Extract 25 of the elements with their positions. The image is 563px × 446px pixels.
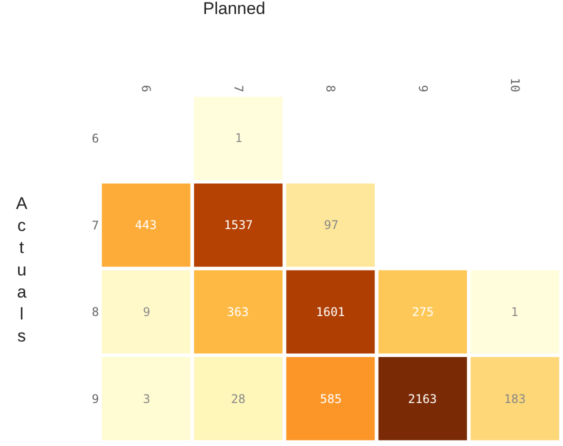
x-axis-title: Planned <box>203 0 266 18</box>
data-label: 9 <box>143 305 150 319</box>
x-tick-label: 7 <box>231 84 246 92</box>
y-tick-label: 8 <box>92 305 99 320</box>
y-tick-label: 9 <box>92 392 99 406</box>
y-tick-label: 6 <box>92 132 99 146</box>
data-label: 1 <box>235 131 242 145</box>
data-label: 275 <box>412 305 434 319</box>
data-label: 363 <box>227 305 249 319</box>
data-label: 2163 <box>408 392 437 406</box>
data-label: 1 <box>511 305 518 319</box>
x-tick-label: 8 <box>324 84 338 92</box>
data-label: 585 <box>320 392 342 406</box>
x-tick-label: 10 <box>508 78 522 92</box>
y-tick-label: 7 <box>92 218 99 232</box>
data-label: 3 <box>143 392 150 406</box>
data-label: 443 <box>135 218 157 232</box>
data-label: 97 <box>324 218 338 232</box>
x-tick-label: 9 <box>416 84 430 92</box>
data-label: 28 <box>231 392 246 406</box>
data-label: 1537 <box>224 218 253 232</box>
x-tick-label: 6 <box>139 84 154 92</box>
data-label: 1601 <box>316 305 345 319</box>
data-label: 183 <box>504 392 526 406</box>
y-axis-title: Actuals <box>16 194 28 346</box>
